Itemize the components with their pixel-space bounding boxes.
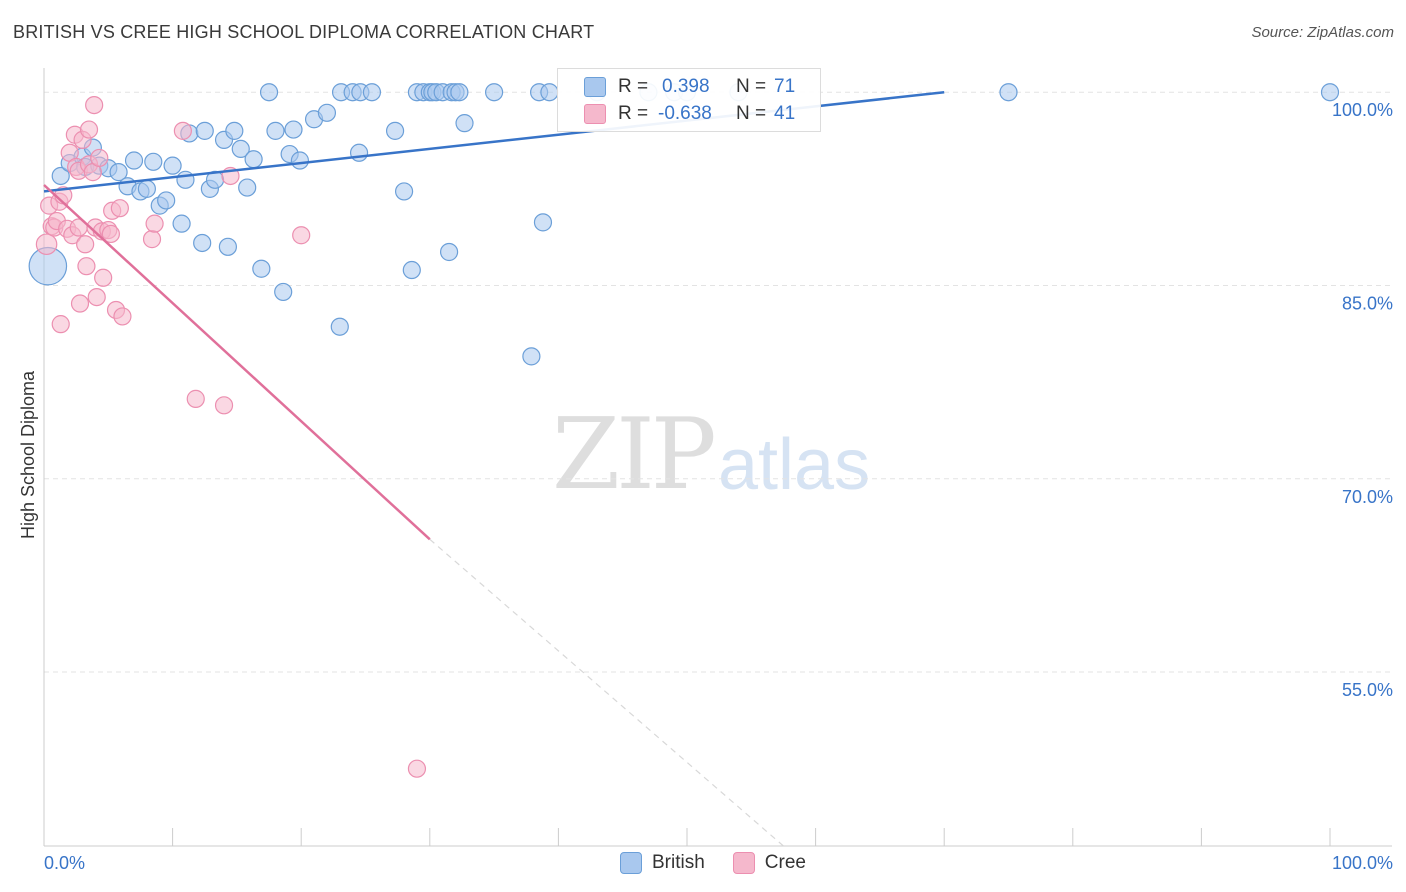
british-point-26 xyxy=(225,121,244,140)
cree-point-35 xyxy=(145,214,164,233)
british-point-29 xyxy=(244,150,263,169)
cree-point-32 xyxy=(110,199,129,218)
x-tick-labels: 0.0% 100.0% xyxy=(44,853,1393,873)
british-point-17 xyxy=(172,214,191,233)
cree-point-38 xyxy=(214,396,234,415)
cree-legend-label: Cree xyxy=(764,852,806,873)
cree-point-27 xyxy=(94,268,113,287)
british-point-16 xyxy=(163,156,182,175)
cree-point-18 xyxy=(77,257,96,276)
british-point-15 xyxy=(157,191,176,210)
cree-point-29 xyxy=(101,224,120,244)
watermark-atlas: atlas xyxy=(718,425,871,505)
cree-point-33 xyxy=(113,307,132,326)
x-tick-label-1: 100.0% xyxy=(1332,853,1393,873)
x-tick-label-0: 0.0% xyxy=(44,853,85,873)
y-tick-label-1: 85.0% xyxy=(1342,293,1393,313)
british-point-63 xyxy=(540,83,559,102)
british-legend-label: British xyxy=(652,852,705,873)
british-point-28 xyxy=(238,178,257,197)
cree-point-37 xyxy=(186,389,205,408)
british-point-60 xyxy=(522,347,541,366)
cree-point-22 xyxy=(85,95,104,115)
cree-n-value: 41 xyxy=(774,103,796,124)
cree-r-value: -0.638 xyxy=(658,103,712,124)
cree-point-41 xyxy=(407,759,427,778)
british-point-25 xyxy=(218,237,237,256)
chart-source: Source: ZipAtlas.com xyxy=(1251,24,1394,41)
y-tick-label-2: 70.0% xyxy=(1342,487,1393,507)
cree-trend-extension xyxy=(429,538,784,847)
legend-item-cree[interactable]: Cree xyxy=(732,852,806,874)
british-point-12 xyxy=(137,179,156,198)
british-n-value: 71 xyxy=(774,76,796,97)
cree-swatch xyxy=(584,104,606,124)
british-point-1 xyxy=(51,166,70,186)
series-legend: British Cree xyxy=(620,852,834,874)
british-legend-swatch xyxy=(620,852,642,874)
british-point-33 xyxy=(274,282,293,302)
cree-point-40 xyxy=(292,226,311,245)
british-point-8 xyxy=(109,163,128,182)
y-tick-labels: 100.0% 85.0% 70.0% 55.0% xyxy=(1332,100,1393,700)
british-point-70 xyxy=(1320,83,1340,102)
cree-point-25 xyxy=(90,148,109,168)
british-point-47 xyxy=(402,260,421,280)
cree-point-6 xyxy=(51,315,70,334)
british-point-69 xyxy=(999,83,1018,102)
y-tick-label-0: 100.0% xyxy=(1332,100,1393,120)
british-point-35 xyxy=(284,120,303,139)
british-point-32 xyxy=(266,121,285,140)
watermark-zip: ZIP xyxy=(552,398,717,512)
british-point-27 xyxy=(231,139,250,159)
cree-point-24 xyxy=(87,287,106,307)
british-point-58 xyxy=(455,114,474,133)
british-point-54 xyxy=(439,242,459,262)
british-swatch xyxy=(584,77,606,97)
chart-title: BRITISH VS CREE HIGH SCHOOL DIPLOMA CORR… xyxy=(13,22,595,42)
british-point-21 xyxy=(195,121,214,140)
british-n-label: N = xyxy=(736,76,767,97)
british-point-62 xyxy=(533,213,553,232)
cree-point-0 xyxy=(35,233,58,256)
british-point-44 xyxy=(362,83,382,102)
axes xyxy=(43,68,1392,847)
cree-point-15 xyxy=(70,294,90,313)
british-point-13 xyxy=(144,152,163,171)
correlation-legend: R = 0.398 N = 71 R = -0.638 N = 41 xyxy=(557,68,821,132)
cree-point-36 xyxy=(173,121,192,140)
british-r-label: R = xyxy=(618,76,649,97)
british-point-38 xyxy=(317,103,337,122)
british-point-20 xyxy=(193,233,212,253)
cree-point-17 xyxy=(76,235,95,254)
british-point-46 xyxy=(394,182,414,201)
british-point-31 xyxy=(259,83,279,102)
y-axis-label: High School Diploma xyxy=(18,370,38,539)
cree-point-34 xyxy=(142,230,162,249)
cree-n-label: N = xyxy=(736,103,767,124)
cree-points xyxy=(35,95,427,778)
british-r-value: 0.398 xyxy=(662,76,710,97)
british-point-57 xyxy=(450,83,469,102)
british-point-10 xyxy=(124,151,144,170)
british-point-42 xyxy=(349,143,369,162)
legend-item-british[interactable]: British xyxy=(620,852,705,874)
cree-point-19 xyxy=(79,120,99,139)
trend-lines xyxy=(43,90,945,847)
british-point-36 xyxy=(290,151,310,170)
british-point-30 xyxy=(252,259,271,278)
british-point-45 xyxy=(385,121,405,140)
british-point-39 xyxy=(330,317,349,336)
british-point-59 xyxy=(485,83,504,102)
british-point-18 xyxy=(176,170,195,189)
cree-trend-line xyxy=(43,184,431,541)
cree-legend-swatch xyxy=(732,852,755,874)
cree-r-label: R = xyxy=(618,103,649,124)
y-tick-label-3: 55.0% xyxy=(1342,680,1393,700)
